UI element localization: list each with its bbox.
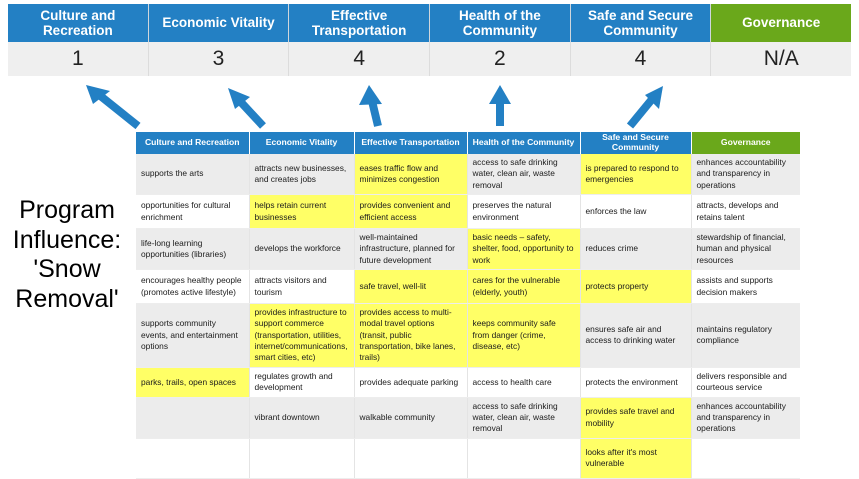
scorecard-header-row: Culture and Recreation Economic Vitality E…	[8, 4, 852, 42]
matrix-cell: is prepared to respond to emergencies	[580, 154, 692, 196]
matrix-cell: reduces crime	[580, 228, 692, 271]
matrix-cell: encourages healthy people (promotes acti…	[136, 269, 250, 305]
matrix-cell: helps retain current businesses	[249, 194, 355, 230]
scorecard-value-effective-transportation: 4	[289, 42, 431, 76]
matrix-cell: protects the environment	[580, 367, 692, 398]
arrow-culture-and-recreation	[86, 85, 141, 130]
matrix-cell: ensures safe air and access to drinking …	[580, 303, 692, 368]
matrix-cell: provides access to multi-modal travel op…	[354, 303, 468, 368]
program-influence-caption: Program Influence: 'Snow Removal'	[12, 196, 122, 313]
matrix-header-culture-and-recreation: Culture and Recreation	[136, 132, 250, 154]
matrix-head: Culture and Recreation Economic Vitality E…	[136, 132, 800, 154]
scorecard: Culture and Recreation Economic Vitality E…	[8, 4, 852, 76]
table-row: encourages healthy people (promotes acti…	[136, 269, 800, 305]
scorecard-header-safe-and-secure-community: Safe and Secure Community	[570, 4, 712, 42]
matrix-cell: cares for the vulnerable (elderly, youth…	[467, 269, 581, 305]
matrix-cell: preserves the natural environment	[467, 194, 581, 230]
scorecard-header-culture-and-recreation: Culture and Recreation	[8, 4, 149, 42]
matrix-cell: regulates growth and development	[249, 367, 355, 398]
scorecard-header-governance: Governance	[711, 4, 852, 42]
matrix-cell: attracts, develops and retains talent	[691, 194, 800, 230]
matrix-cell: keeps community safe from danger (crime,…	[467, 303, 581, 368]
influence-matrix-table: Culture and Recreation Economic Vitality E…	[136, 132, 800, 479]
matrix-cell: provides convenient and efficient access	[354, 194, 468, 230]
arrow-economic-vitality	[228, 88, 266, 129]
matrix-cell: provides infrastructure to support comme…	[249, 303, 355, 368]
matrix-cell: attracts new businesses, and creates job…	[249, 154, 355, 196]
matrix-cell: provides safe travel and mobility	[580, 397, 692, 439]
matrix-cell: enhances accountability and transparency…	[691, 397, 800, 439]
matrix-cell	[467, 438, 581, 479]
matrix-cell: delivers responsible and courteous servi…	[691, 367, 800, 398]
matrix-cell: opportunities for cultural enrichment	[136, 194, 250, 230]
matrix-cell: access to health care	[467, 367, 581, 398]
matrix-cell: protects property	[580, 269, 692, 305]
table-row: supports community events, and entertain…	[136, 303, 800, 368]
matrix-cell: enforces the law	[580, 194, 692, 230]
arrow-effective-transportation	[359, 85, 382, 127]
matrix-cell: vibrant downtown	[249, 397, 355, 439]
scorecard-value-health-of-the-community: 2	[430, 42, 571, 76]
table-row: looks after it's most vulnerable	[136, 438, 800, 479]
scorecard-value-row: 1 3 4 2 4 N/A	[8, 42, 851, 76]
scorecard-value-economic-vitality: 3	[149, 42, 290, 76]
matrix-cell: supports community events, and entertain…	[136, 303, 250, 368]
arrow-safe-and-secure-community	[626, 86, 663, 129]
matrix-cell: looks after it's most vulnerable	[580, 438, 692, 479]
matrix-header-safe-and-secure-community: Safe and Secure Community	[580, 132, 692, 154]
matrix-cell: safe travel, well-lit	[354, 269, 468, 305]
arrow-health-of-the-community	[489, 85, 511, 126]
matrix-cell: basic needs – safety, shelter, food, opp…	[467, 228, 581, 271]
matrix-cell: maintains regulatory compliance	[691, 303, 800, 368]
matrix-cell: well-maintained infrastructure, planned …	[354, 228, 468, 271]
matrix-cell: provides adequate parking	[354, 367, 468, 398]
table-row: supports the arts attracts new businesses…	[136, 154, 800, 196]
matrix-cell: walkable community	[354, 397, 468, 439]
influence-matrix: Culture and Recreation Economic Vitality E…	[136, 132, 800, 479]
matrix-cell: assists and supports decision makers	[691, 269, 800, 305]
matrix-cell	[691, 438, 800, 479]
matrix-header-governance: Governance	[691, 132, 800, 154]
scorecard-value-culture-and-recreation: 1	[8, 42, 149, 76]
scorecard-header-economic-vitality: Economic Vitality	[148, 4, 290, 42]
matrix-cell: enhances accountability and transparency…	[691, 154, 800, 196]
matrix-cell: parks, trails, open spaces	[136, 367, 250, 398]
matrix-cell: stewardship of financial, human and phys…	[691, 228, 800, 271]
table-row: opportunities for cultural enrichment hel…	[136, 194, 800, 230]
matrix-header-row: Culture and Recreation Economic Vitality E…	[136, 132, 800, 154]
table-row: parks, trails, open spaces regulates grow…	[136, 367, 800, 398]
matrix-cell	[136, 397, 250, 439]
matrix-cell	[249, 438, 355, 479]
matrix-cell: access to safe drinking water, clean air…	[467, 154, 581, 196]
arrow-layer	[86, 85, 663, 130]
matrix-body: supports the arts attracts new businesses…	[136, 154, 800, 479]
matrix-cell: life-long learning opportunities (librar…	[136, 228, 250, 271]
scorecard-value-governance: N/A	[763, 47, 799, 70]
scorecard-value-safe-and-secure-community: 4	[571, 42, 712, 76]
table-row: life-long learning opportunities (librar…	[136, 228, 800, 271]
scorecard-header-health-of-the-community: Health of the Community	[430, 4, 571, 42]
matrix-header-health-of-the-community: Health of the Community	[467, 132, 581, 154]
matrix-header-economic-vitality: Economic Vitality	[249, 132, 355, 154]
matrix-cell: develops the workforce	[249, 228, 355, 271]
matrix-cell: eases traffic flow and minimizes congest…	[354, 154, 468, 196]
matrix-header-effective-transportation: Effective Transportation	[354, 132, 468, 154]
matrix-cell: attracts visitors and tourism	[249, 269, 355, 305]
matrix-cell: access to safe drinking water, clean air…	[467, 397, 581, 439]
matrix-cell: supports the arts	[136, 154, 250, 196]
table-row: vibrant downtown walkable community access…	[136, 397, 800, 439]
scorecard-header-effective-transportation: Effective Transportation	[289, 4, 431, 42]
matrix-cell	[136, 438, 250, 479]
matrix-cell	[354, 438, 468, 479]
